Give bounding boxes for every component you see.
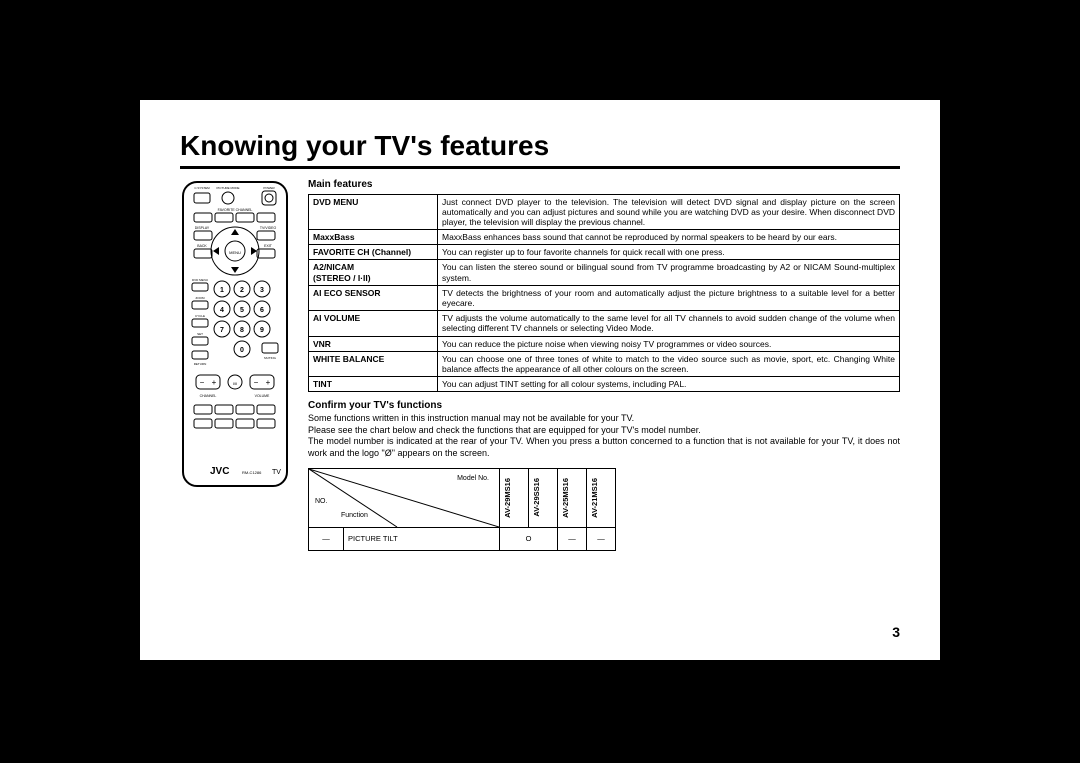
feature-name: A2/NICAM (STEREO / I·II): [309, 260, 438, 285]
manual-page: Knowing your TV's features C.SYSTEM PICT…: [140, 100, 940, 660]
key-4: 4: [220, 307, 224, 314]
remote-control-illustration: C.SYSTEM PICTURE MODE POWER FAVORITE CHA…: [180, 179, 290, 489]
no-label: NO.: [315, 498, 327, 507]
page-number: 3: [892, 624, 900, 640]
feature-desc: You can listen the stereo sound or bilin…: [438, 260, 900, 285]
row-cell-1: O: [500, 527, 558, 550]
model-3: AV-25MS16: [559, 474, 572, 522]
feature-row: A2/NICAM (STEREO / I·II)You can listen t…: [309, 260, 900, 285]
modelno-label: Model No.: [457, 475, 489, 484]
picturemode-label: PICTURE MODE: [216, 186, 239, 190]
back-label: BACK: [197, 244, 207, 248]
feature-desc: You can register up to four favorite cha…: [438, 245, 900, 260]
feature-row: VNRYou can reduce the picture noise when…: [309, 336, 900, 351]
model-table: NO. Function Model No. AV-29MS16 AV-29SS…: [308, 468, 616, 551]
text-column: Main features DVD MENUJust connect DVD p…: [308, 179, 900, 551]
vol-plus: +: [266, 378, 271, 387]
function-label: Function: [341, 512, 368, 521]
feature-row: TINTYou can adjust TINT setting for all …: [309, 377, 900, 392]
feature-name: DVD MENU: [309, 194, 438, 230]
feature-row: FAVORITE CH (Channel)You can register up…: [309, 245, 900, 260]
remote-column: C.SYSTEM PICTURE MODE POWER FAVORITE CHA…: [180, 179, 290, 551]
row-cell-2: —: [558, 527, 587, 550]
row-cell-3: —: [587, 527, 616, 550]
features-table: DVD MENUJust connect DVD player to the t…: [308, 194, 900, 393]
feature-row: AI ECO SENSORTV detects the brightness o…: [309, 285, 900, 310]
key-0: 0: [240, 347, 244, 354]
model-1: AV-29MS16: [501, 474, 514, 522]
key-1: 1: [220, 287, 224, 294]
model-table-wrap: NO. Function Model No. AV-29MS16 AV-29SS…: [308, 468, 900, 551]
dvdmenu-label: DVD MENU: [192, 278, 208, 282]
cycle-label: CYCLE: [195, 314, 205, 318]
confirm-heading: Confirm your TV's functions: [308, 400, 900, 413]
model-row: — PICTURE TILT O — —: [309, 527, 616, 550]
row-function: PICTURE TILT: [344, 527, 500, 550]
ch-minus: −: [200, 378, 205, 387]
model-header-cell: NO. Function Model No.: [309, 468, 500, 527]
model-4: AV-21MS16: [588, 474, 601, 522]
key-2: 2: [240, 287, 244, 294]
feature-desc: Just connect DVD player to the televisio…: [438, 194, 900, 230]
feature-name: AI ECO SENSOR: [309, 285, 438, 310]
model-label: RM-C1286: [242, 470, 262, 475]
key-7: 7: [220, 327, 224, 334]
key-5: 5: [240, 307, 244, 314]
key-9: 9: [260, 327, 264, 334]
model-col-2: AV-29SS16: [529, 468, 558, 527]
ch-plus: +: [212, 378, 217, 387]
vol-minus: −: [254, 378, 259, 387]
feature-desc: You can adjust TINT setting for all colo…: [438, 377, 900, 392]
feature-name: VNR: [309, 336, 438, 351]
feature-desc: You can choose one of three tones of whi…: [438, 351, 900, 376]
feature-name: MaxxBass: [309, 230, 438, 245]
row-no: —: [309, 527, 344, 550]
feature-desc: TV detects the brightness of your room a…: [438, 285, 900, 310]
feature-desc: TV adjusts the volume automatically to t…: [438, 311, 900, 336]
zoom-label: ZOOM: [196, 296, 205, 300]
exit-label: EXIT: [264, 244, 273, 248]
tvvideo-label: TV/VIDEO: [260, 226, 277, 230]
feature-name: TINT: [309, 377, 438, 392]
confirm-body-text: Some functions written in this instructi…: [308, 413, 900, 460]
model-col-4: AV-21MS16: [587, 468, 616, 527]
set-label: SET: [197, 332, 203, 336]
model-2: AV-29SS16: [530, 474, 543, 521]
csystem-label: C.SYSTEM: [194, 186, 210, 190]
display-label: DISPLAY: [195, 226, 210, 230]
feature-row: AI VOLUMETV adjusts the volume automatic…: [309, 311, 900, 336]
content-row: C.SYSTEM PICTURE MODE POWER FAVORITE CHA…: [180, 179, 900, 551]
feature-name: FAVORITE CH (Channel): [309, 245, 438, 260]
model-col-3: AV-25MS16: [558, 468, 587, 527]
channel-label: CHANNEL: [200, 394, 217, 398]
feature-name: AI VOLUME: [309, 311, 438, 336]
feature-name: WHITE BALANCE: [309, 351, 438, 376]
stereo-label: I/II: [233, 381, 237, 386]
feature-row: DVD MENUJust connect DVD player to the t…: [309, 194, 900, 230]
feature-row: MaxxBassMaxxBass enhances bass sound tha…: [309, 230, 900, 245]
return-label: RETURN: [194, 362, 207, 366]
main-features-heading: Main features: [308, 179, 900, 192]
menu-ok-label: MENU: [229, 250, 241, 255]
brand-label: JVC: [210, 466, 229, 477]
power-label: POWER: [263, 186, 275, 190]
favorite-label: FAVORITE CHANNEL: [218, 208, 253, 212]
key-3: 3: [260, 287, 264, 294]
model-col-1: AV-29MS16: [500, 468, 529, 527]
feature-desc: You can reduce the picture noise when vi…: [438, 336, 900, 351]
tv-label: TV: [272, 469, 281, 476]
muting-label: MUTING: [264, 356, 276, 360]
key-6: 6: [260, 307, 264, 314]
page-title: Knowing your TV's features: [180, 130, 900, 169]
feature-desc: MaxxBass enhances bass sound that cannot…: [438, 230, 900, 245]
feature-row: WHITE BALANCEYou can choose one of three…: [309, 351, 900, 376]
volume-label: VOLUME: [255, 394, 270, 398]
key-8: 8: [240, 327, 244, 334]
